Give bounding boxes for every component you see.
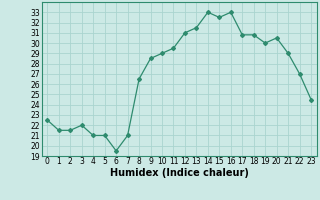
X-axis label: Humidex (Indice chaleur): Humidex (Indice chaleur) [110, 168, 249, 178]
